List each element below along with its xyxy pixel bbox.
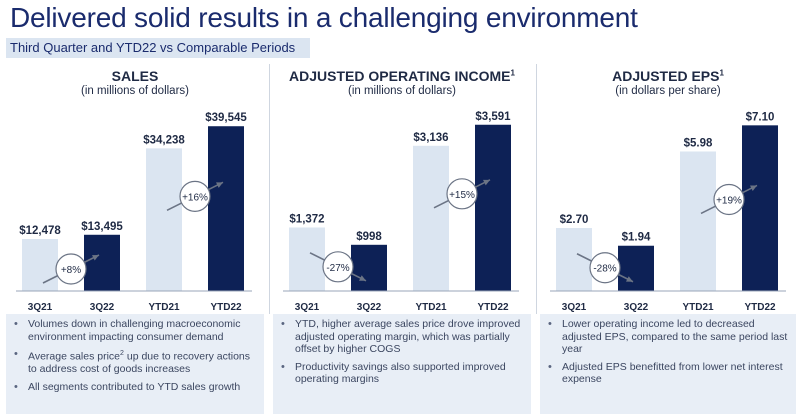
data-label: $1,372	[289, 213, 324, 225]
change-badge	[713, 183, 745, 216]
trend-arrow-head-icon	[483, 179, 490, 186]
x-tick-label: YTD21	[682, 302, 714, 313]
panel-title: SALES	[111, 68, 159, 84]
page-title: Delivered solid results in a challenging…	[10, 2, 638, 33]
adjusted-operating-income-panel: ADJUSTED OPERATING INCOME1 (in millions …	[273, 64, 531, 314]
panel-unit-label: (in millions of dollars)	[80, 85, 189, 97]
trend-arrow-head-icon	[216, 182, 223, 188]
subtitle-bar	[6, 38, 310, 58]
change-badge	[55, 253, 87, 285]
panel-unit-label: (in millions of dollars)	[347, 85, 456, 97]
bullet-item: Lower operating income led to decreased …	[548, 318, 790, 356]
x-tick-label: YTD21	[148, 302, 180, 313]
change-badge	[589, 252, 621, 284]
data-label: $3,136	[413, 132, 448, 144]
change-label: +19%	[716, 195, 742, 206]
bar-ytd21	[413, 145, 449, 291]
sales-chart: $12,478 3Q21 $13,495 3Q22 $34,238 YTD21 $39,54…	[16, 112, 252, 313]
bar-ytd21	[146, 148, 182, 291]
bullet-item: Average sales price2 up due to recovery …	[14, 348, 258, 376]
bullet-item: Adjusted EPS benefitted from lower net i…	[548, 361, 790, 386]
x-tick-label: YTD22	[210, 302, 242, 313]
x-tick-label: 3Q21	[28, 302, 53, 313]
change-badge	[179, 180, 211, 212]
panel-divider	[269, 64, 270, 314]
x-tick-label: YTD22	[477, 302, 509, 313]
operating-income-bullets: YTD, higher average sales price drove im…	[273, 314, 531, 414]
adjusted-operating-income-chart: $1,372 3Q21 $998 3Q22 $3,136 YTD21 $3,591 YTD22…	[283, 111, 519, 313]
bar-ytd22	[742, 125, 778, 291]
bar-3q21	[556, 228, 592, 291]
bullet-item: All segments contributed to YTD sales gr…	[14, 381, 258, 394]
data-label: $3,591	[475, 111, 511, 123]
panel-unit-label: (in dollars per share)	[615, 85, 721, 97]
bar-3q22	[84, 234, 120, 291]
x-tick-label: 3Q21	[562, 302, 587, 313]
x-tick-label: 3Q22	[624, 302, 649, 313]
bar-ytd22	[208, 126, 244, 291]
panel-title: ADJUSTED OPERATING INCOME1	[289, 68, 515, 84]
data-label: $998	[356, 231, 382, 243]
trend-arrow-head-icon	[750, 185, 757, 192]
bar-3q21	[22, 239, 58, 291]
bullet-item: Productivity savings also supported impr…	[281, 361, 525, 386]
bar-3q21	[289, 227, 325, 291]
bar-ytd22	[475, 124, 511, 291]
data-label: $5.98	[684, 137, 713, 149]
x-tick-label: 3Q22	[90, 302, 115, 313]
sales-bullets: Volumes down in challenging macroeconomi…	[6, 314, 264, 414]
x-tick-label: YTD21	[415, 302, 447, 313]
change-badge	[322, 251, 354, 283]
data-label: $1.94	[622, 232, 651, 244]
change-label: +16%	[182, 192, 208, 203]
trend-arrow-head-icon	[359, 275, 366, 281]
x-tick-label: 3Q21	[295, 302, 320, 313]
bar-3q22	[618, 245, 654, 291]
data-label: $34,238	[143, 134, 185, 146]
adjusted-eps-panel: ADJUSTED EPS1 (in dollars per share) $2.…	[540, 64, 796, 314]
change-badge	[446, 178, 478, 210]
panel-title: ADJUSTED EPS1	[612, 68, 724, 84]
data-label: $12,478	[19, 225, 61, 237]
trend-arrow-head-icon	[92, 255, 99, 261]
page-subtitle: Third Quarter and YTD22 vs Comparable Pe…	[10, 40, 296, 55]
change-label: -27%	[326, 263, 349, 274]
bullet-item: Volumes down in challenging macroeconomi…	[14, 318, 258, 343]
data-label: $39,545	[205, 112, 247, 124]
bar-3q22	[351, 244, 387, 291]
bullet-item: YTD, higher average sales price drove im…	[281, 318, 525, 356]
data-label: $7.10	[746, 111, 775, 123]
eps-bullets: Lower operating income led to decreased …	[540, 314, 796, 414]
x-tick-label: 3Q22	[357, 302, 382, 313]
change-label: +15%	[449, 190, 475, 201]
sales-panel: SALES (in millions of dollars) $12,478 3Q…	[6, 64, 264, 314]
data-label: $13,495	[81, 221, 123, 233]
panel-divider	[536, 64, 537, 314]
bar-ytd21	[680, 151, 716, 291]
change-label: +8%	[61, 265, 81, 276]
data-label: $2.70	[560, 214, 589, 226]
change-label: -28%	[593, 264, 616, 275]
trend-arrow-head-icon	[626, 276, 633, 282]
x-tick-label: YTD22	[744, 302, 776, 313]
adjusted-eps-chart: $2.70 3Q21 $1.94 3Q22 $5.98 YTD21 $7.10 YTD22 -2…	[550, 111, 786, 313]
